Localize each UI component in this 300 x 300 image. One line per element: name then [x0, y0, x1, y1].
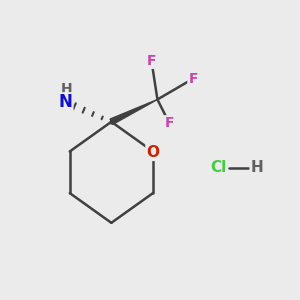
Text: O: O: [146, 145, 160, 160]
Text: N: N: [58, 93, 72, 111]
Text: F: F: [188, 72, 198, 86]
Text: Cl: Cl: [210, 160, 226, 175]
Text: F: F: [147, 54, 156, 68]
Text: F: F: [165, 116, 174, 130]
Text: H: H: [61, 82, 73, 96]
Polygon shape: [110, 100, 158, 124]
Text: H: H: [250, 160, 263, 175]
